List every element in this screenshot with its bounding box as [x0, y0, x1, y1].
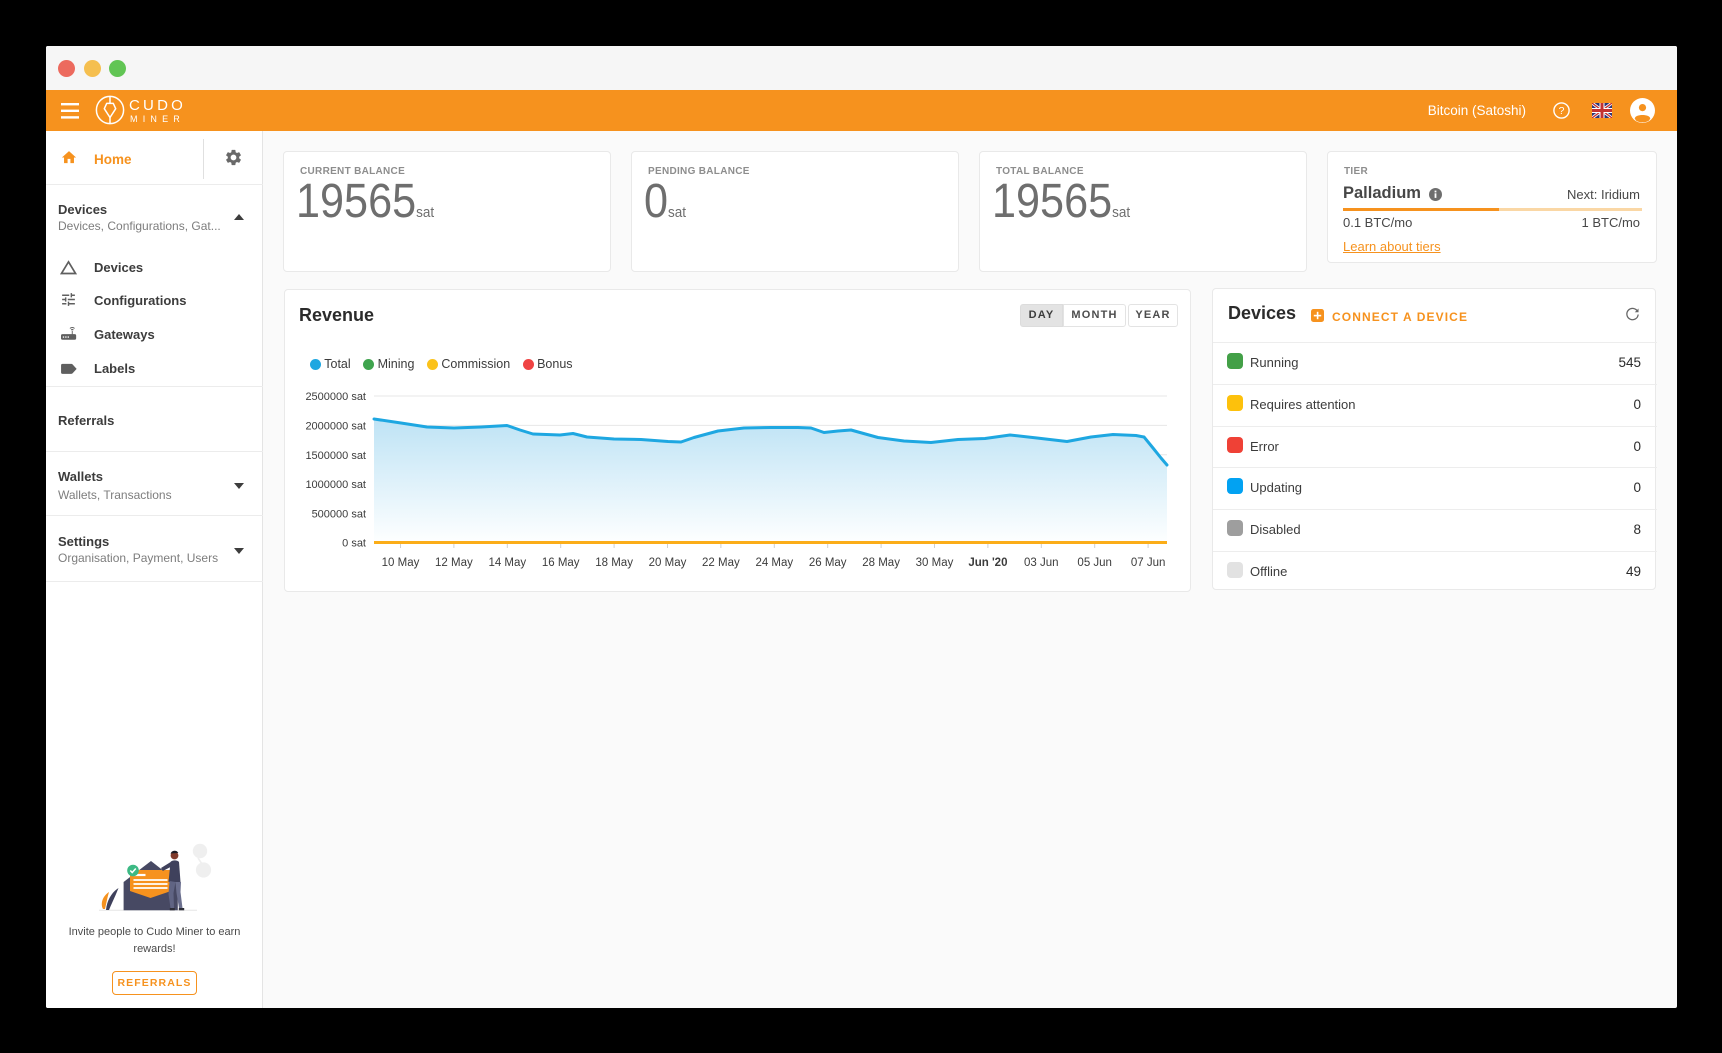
- svg-text:2500000 sat: 2500000 sat: [305, 391, 366, 403]
- svg-text:22 May: 22 May: [702, 557, 740, 569]
- svg-text:1500000 sat: 1500000 sat: [305, 450, 366, 462]
- svg-text:0 sat: 0 sat: [342, 538, 366, 550]
- svg-text:16 May: 16 May: [542, 557, 580, 569]
- svg-text:1000000 sat: 1000000 sat: [305, 479, 366, 491]
- svg-text:10 May: 10 May: [382, 557, 420, 569]
- svg-text:05 Jun: 05 Jun: [1077, 557, 1112, 569]
- svg-text:24 May: 24 May: [755, 557, 793, 569]
- svg-text:12 May: 12 May: [435, 557, 473, 569]
- svg-text:?: ?: [1559, 105, 1565, 117]
- svg-text:28 May: 28 May: [862, 557, 900, 569]
- svg-text:14 May: 14 May: [488, 557, 526, 569]
- svg-text:500000 sat: 500000 sat: [312, 509, 366, 521]
- svg-text:26 May: 26 May: [809, 557, 847, 569]
- svg-text:03 Jun: 03 Jun: [1024, 557, 1059, 569]
- svg-text:2000000 sat: 2000000 sat: [305, 420, 366, 432]
- svg-text:Jun '20: Jun '20: [968, 557, 1007, 569]
- svg-text:20 May: 20 May: [649, 557, 687, 569]
- svg-text:30 May: 30 May: [916, 557, 954, 569]
- svg-text:18 May: 18 May: [595, 557, 633, 569]
- svg-text:07 Jun: 07 Jun: [1131, 557, 1166, 569]
